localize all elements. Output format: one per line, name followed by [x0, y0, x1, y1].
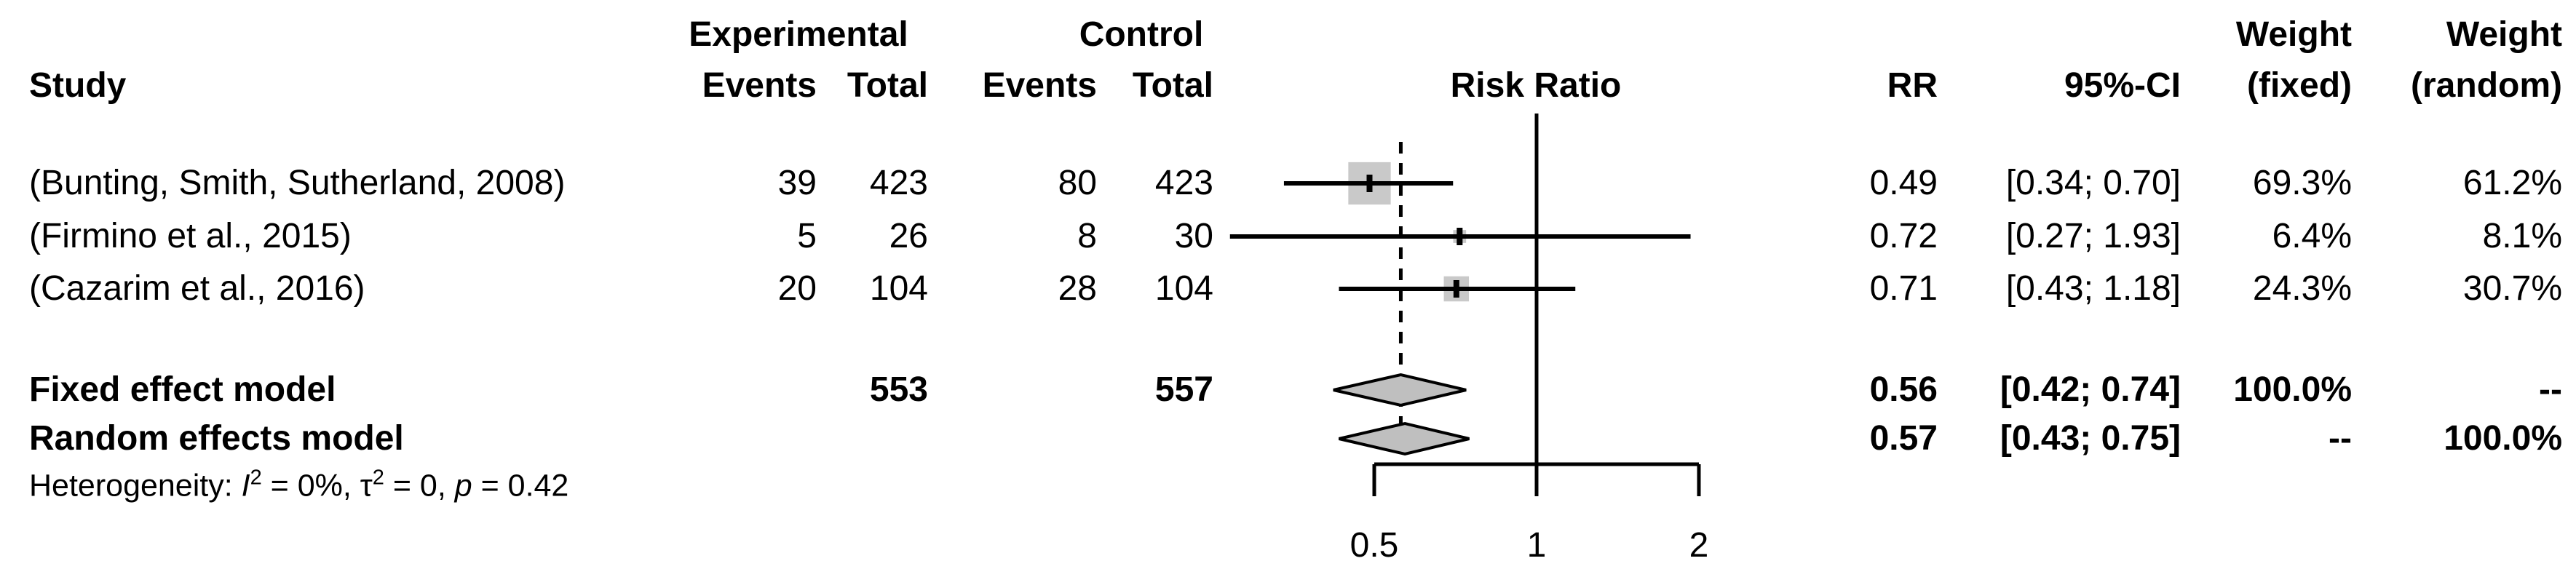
- ctrl-total-value: 30: [1174, 217, 1213, 255]
- ctrl-events-value: 28: [1058, 269, 1097, 308]
- study-name: (Firmino et al., 2015): [29, 217, 352, 255]
- i-squared-value: = 0%,: [261, 468, 360, 504]
- heterogeneity-label: Heterogeneity:: [29, 468, 242, 504]
- i-squared-exponent: 2: [250, 466, 262, 490]
- weight-fixed-value: 24.3%: [2252, 269, 2352, 308]
- header-weight-fixed-top: Weight: [2235, 15, 2352, 54]
- rr-value: 0.72: [1869, 217, 1938, 255]
- weight-random-value: 8.1%: [2482, 217, 2562, 255]
- axis-tick-label-2: 2: [1689, 526, 1709, 565]
- ci-value: [0.43; 1.18]: [2005, 269, 2181, 308]
- header-group-control: Control: [1079, 15, 1204, 54]
- header-ci: 95%-CI: [2064, 66, 2181, 105]
- header-ctrl-total: Total: [1132, 66, 1213, 105]
- ctrl-events-value: 8: [1077, 217, 1097, 255]
- header-weight-random-top: Weight: [2446, 15, 2562, 54]
- exp-events-value: 20: [777, 269, 817, 308]
- header-risk-ratio: Risk Ratio: [1450, 66, 1622, 105]
- header-exp-total: Total: [847, 66, 928, 105]
- random-effects-label: Random effects model: [29, 419, 404, 458]
- axis-tick-label-1: 1: [1526, 526, 1547, 565]
- fixed-effect-label: Fixed effect model: [29, 370, 336, 409]
- ci-value: [0.27; 1.93]: [2005, 217, 2181, 255]
- rr-value: 0.71: [1869, 269, 1938, 308]
- weight-fixed-value: --: [2329, 419, 2352, 458]
- exp-total-value: 26: [889, 217, 928, 255]
- header-study: Study: [29, 66, 127, 105]
- header-weight-fixed-bottom: (fixed): [2247, 66, 2352, 105]
- weight-random-value: --: [2539, 370, 2562, 409]
- weight-fixed-value: 69.3%: [2252, 164, 2352, 202]
- weight-random-value: 100.0%: [2444, 419, 2562, 458]
- tau-squared-symbol: τ: [360, 468, 373, 504]
- ci-value: [0.34; 0.70]: [2005, 164, 2181, 202]
- header-ctrl-events: Events: [982, 66, 1097, 105]
- i-squared-symbol: I: [241, 468, 250, 504]
- exp-events-value: 39: [777, 164, 817, 202]
- exp-events-value: 5: [797, 217, 817, 255]
- header-rr: RR: [1887, 66, 1938, 105]
- heterogeneity-note: Heterogeneity: I2 = 0%, τ2 = 0, p = 0.42: [29, 467, 569, 504]
- axis-tick-label-05: 0.5: [1350, 526, 1399, 565]
- rr-value: 0.57: [1869, 419, 1938, 458]
- tau-squared-value: = 0,: [384, 468, 455, 504]
- tau-squared-exponent: 2: [372, 466, 384, 490]
- weight-fixed-value: 6.4%: [2272, 217, 2352, 255]
- study-name: (Bunting, Smith, Sutherland, 2008): [29, 164, 566, 202]
- ctrl-total-sum: 557: [1154, 370, 1213, 409]
- ci-value: [0.43; 0.75]: [2000, 419, 2181, 458]
- ctrl-total-value: 423: [1154, 164, 1213, 202]
- header-group-experimental: Experimental: [689, 15, 908, 54]
- exp-total-value: 423: [869, 164, 928, 202]
- exp-total-value: 104: [869, 269, 928, 308]
- weight-random-value: 30.7%: [2462, 269, 2562, 308]
- weight-fixed-value: 100.0%: [2233, 370, 2352, 409]
- study-name: (Cazarim et al., 2016): [29, 269, 365, 308]
- p-value: = 0.42: [472, 468, 569, 504]
- p-symbol: p: [454, 468, 472, 504]
- ctrl-events-value: 80: [1058, 164, 1097, 202]
- ci-value: [0.42; 0.74]: [2000, 370, 2181, 409]
- weight-random-value: 61.2%: [2462, 164, 2562, 202]
- rr-value: 0.56: [1869, 370, 1938, 409]
- header-weight-random-bottom: (random): [2411, 66, 2562, 105]
- header-exp-events: Events: [702, 66, 817, 105]
- rr-value: 0.49: [1869, 164, 1938, 202]
- ctrl-total-value: 104: [1154, 269, 1213, 308]
- exp-total-sum: 553: [869, 370, 928, 409]
